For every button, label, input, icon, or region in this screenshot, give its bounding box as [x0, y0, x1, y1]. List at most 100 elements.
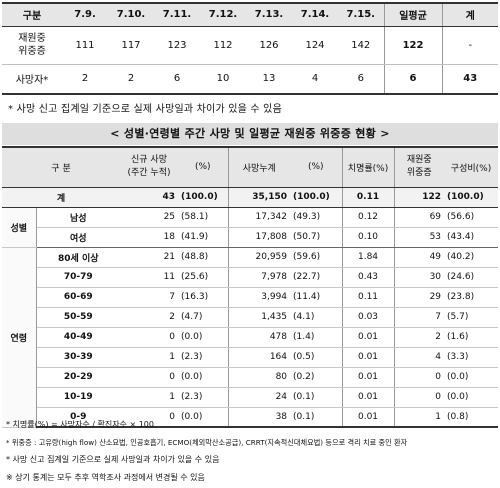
- cfr-cell: 0.43: [341, 267, 395, 288]
- header-cfr: 치명률(%): [341, 146, 395, 188]
- composition-cell: (100.0): [444, 187, 499, 208]
- header-category: 구 분: [2, 146, 121, 188]
- cum-deaths-cell: 38: [227, 407, 291, 428]
- value-cell: 111: [62, 26, 108, 65]
- footnote-death-date: * 사망 신고 집계일 기준으로 실제 사망일과 차이가 있을 수 있음: [6, 455, 220, 464]
- row-label: 30-39: [36, 347, 121, 368]
- row-label: 70-79: [36, 267, 121, 288]
- header-cell: 7.15.: [338, 2, 384, 27]
- new-deaths-pct-cell: (0.0): [178, 367, 229, 388]
- cum-deaths-pct-cell: (100.0): [290, 187, 343, 208]
- total-row: 계 43 (100.0) 35,150 (100.0) 0.11 122 (10…: [2, 187, 499, 208]
- severe-row: 재원중 위중증 111 117 123 112 126 124 142 122 …: [2, 26, 498, 65]
- row-label: 0-9: [36, 407, 121, 428]
- severe-cell: 53: [393, 227, 445, 248]
- value-cell: 124: [292, 26, 338, 65]
- new-deaths-cell: 0: [120, 327, 179, 348]
- header-composition: 구성비(%): [444, 146, 499, 188]
- cfr-cell: 1.84: [341, 247, 395, 268]
- total-cell: 43: [441, 64, 498, 95]
- daily-summary-table: 구분 7.9. 7.10. 7.11. 7.12. 7.13. 7.14. 7.…: [2, 2, 498, 95]
- new-deaths-pct-cell: (4.7): [178, 307, 229, 328]
- avg-cell: 6: [383, 64, 442, 95]
- value-cell: 2: [108, 64, 154, 95]
- value-cell: 117: [108, 26, 154, 65]
- value-cell: 112: [200, 26, 246, 65]
- composition-cell: (43.4): [444, 227, 499, 248]
- cfr-cell: 0.01: [341, 407, 395, 428]
- new-deaths-cell: 43: [120, 187, 179, 208]
- value-cell: 13: [246, 64, 292, 95]
- composition-cell: (0.8): [444, 407, 499, 428]
- new-deaths-pct-cell: (0.0): [178, 407, 229, 428]
- severe-cell: 0: [393, 387, 445, 408]
- composition-cell: (40.2): [444, 247, 499, 268]
- table-row: 30-39 1 (2.3) 164 (0.5) 0.01 4 (3.3): [2, 347, 499, 368]
- new-deaths-pct-cell: (100.0): [178, 187, 229, 208]
- header-cell: 구분: [2, 2, 62, 27]
- row-label: 10-19: [36, 387, 121, 408]
- header-cell: 7.12.: [200, 2, 246, 27]
- header-cum-deaths: 사망누계: [227, 146, 291, 188]
- cfr-cell: 0.03: [341, 307, 395, 328]
- new-deaths-cell: 0: [120, 367, 179, 388]
- cum-deaths-pct-cell: (59.6): [290, 247, 343, 268]
- header-cell: 일평균: [383, 2, 442, 27]
- cum-deaths-cell: 3,994: [227, 287, 291, 308]
- avg-cell: 122: [383, 26, 442, 65]
- total-cell: -: [441, 26, 498, 65]
- cfr-cell: 0.12: [341, 207, 395, 228]
- summary-header-row: 구분 7.9. 7.10. 7.11. 7.12. 7.13. 7.14. 7.…: [2, 2, 498, 27]
- severe-cell: 7: [393, 307, 445, 328]
- value-cell: 4: [292, 64, 338, 95]
- table-row: 0-9 0 (0.0) 38 (0.1) 0.01 1 (0.8): [2, 407, 499, 428]
- cum-deaths-pct-cell: (1.4): [290, 327, 343, 348]
- header-cell: 7.13.: [246, 2, 292, 27]
- new-deaths-pct-cell: (2.3): [178, 387, 229, 408]
- row-label: 80세 이상: [36, 247, 121, 268]
- table-row: 10-19 1 (2.3) 24 (0.1) 0.01 0 (0.0): [2, 387, 499, 408]
- severe-cell: 122: [393, 187, 445, 208]
- new-deaths-pct-cell: (2.3): [178, 347, 229, 368]
- table-row: 여성 18 (41.9) 17,808 (50.7) 0.10 53 (43.4…: [2, 227, 499, 248]
- value-cell: 123: [154, 26, 200, 65]
- cum-deaths-cell: 17,808: [227, 227, 291, 248]
- new-deaths-pct-cell: (25.6): [178, 267, 229, 288]
- header-cum-deaths-pct: (%): [290, 146, 343, 188]
- cfr-cell: 0.01: [341, 387, 395, 408]
- cum-deaths-cell: 35,150: [227, 187, 291, 208]
- table-row: 60-69 7 (16.3) 3,994 (11.4) 0.11 29 (23.…: [2, 287, 499, 308]
- cum-deaths-pct-cell: (0.2): [290, 367, 343, 388]
- row-label: 20-29: [36, 367, 121, 388]
- row-label: 사망자*: [2, 64, 62, 95]
- new-deaths-cell: 25: [120, 207, 179, 228]
- table-row: 50-59 2 (4.7) 1,435 (4.1) 0.03 7 (5.7): [2, 307, 499, 328]
- row-label: 60-69: [36, 287, 121, 308]
- new-deaths-cell: 0: [120, 407, 179, 428]
- cum-deaths-cell: 20,959: [227, 247, 291, 268]
- footnotes: * 치명률(%) = 사망자수 / 확진자수 × 100 * 위중증 : 고유량…: [6, 416, 407, 486]
- value-cell: 126: [246, 26, 292, 65]
- new-deaths-pct-cell: (0.0): [178, 327, 229, 348]
- cum-deaths-pct-cell: (11.4): [290, 287, 343, 308]
- value-cell: 2: [62, 64, 108, 95]
- footnote-severe: * 위중증 : 고유량(high flow) 산소요법, 인공호흡기, ECMO…: [6, 437, 408, 447]
- composition-cell: (56.6): [444, 207, 499, 228]
- cum-deaths-pct-cell: (0.5): [290, 347, 343, 368]
- severe-cell: 0: [393, 367, 445, 388]
- cum-deaths-cell: 164: [227, 347, 291, 368]
- new-deaths-pct-cell: (16.3): [178, 287, 229, 308]
- severe-cell: 4: [393, 347, 445, 368]
- footnote-cfr: * 치명률(%) = 사망자수 / 확진자수 × 100: [6, 420, 154, 429]
- cum-deaths-pct-cell: (0.1): [290, 407, 343, 428]
- table-row: 성별 남성 25 (58.1) 17,342 (49.3) 0.12 69 (5…: [2, 207, 499, 248]
- cum-deaths-pct-cell: (4.1): [290, 307, 343, 328]
- cfr-cell: 0.11: [341, 187, 395, 208]
- row-label: 남성: [36, 207, 121, 228]
- composition-cell: (24.6): [444, 267, 499, 288]
- cum-deaths-cell: 80: [227, 367, 291, 388]
- new-deaths-cell: 1: [120, 387, 179, 408]
- row-label: 50-59: [36, 307, 121, 328]
- severe-cell: 30: [393, 267, 445, 288]
